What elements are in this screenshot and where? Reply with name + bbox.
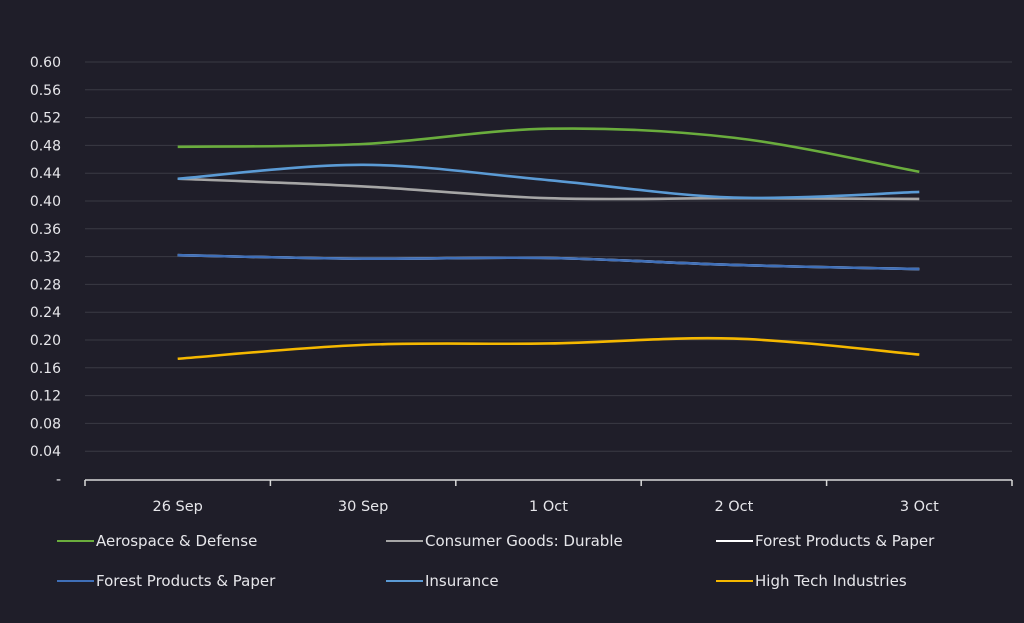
y-tick-label: 0.08 <box>30 416 61 432</box>
x-tick-label: 30 Sep <box>338 499 388 515</box>
y-tick-label: 0.28 <box>30 277 61 293</box>
y-tick-label: 0.52 <box>30 111 61 127</box>
x-tick-label: 3 Oct <box>900 499 939 515</box>
y-tick-label: 0.16 <box>30 361 61 377</box>
x-tick-label: 2 Oct <box>714 499 753 515</box>
series-line-forest-products-paper <box>177 253 920 271</box>
y-tick-label: 0.56 <box>30 83 61 99</box>
y-tick-label: 0.48 <box>30 138 61 154</box>
legend-item[interactable]: Aerospace & Defense <box>57 532 257 550</box>
legend-swatch <box>386 540 423 542</box>
legend-item[interactable]: Consumer Goods: Durable <box>386 532 623 550</box>
y-tick-label: 0.60 <box>30 55 61 71</box>
legend-label: High Tech Industries <box>755 572 907 590</box>
x-axis: 26 Sep 30 Sep 1 Oct 2 Oct 3 Oct <box>84 479 1013 515</box>
y-tick-label: - <box>56 472 61 488</box>
legend-swatch <box>57 540 94 542</box>
legend-item[interactable]: Insurance <box>386 572 499 590</box>
y-tick-label: 0.12 <box>30 389 61 405</box>
y-tick-label: 0.04 <box>30 444 61 460</box>
y-tick-label: 0.24 <box>30 305 61 321</box>
legend-label: Insurance <box>425 572 499 590</box>
series-lines <box>177 127 920 361</box>
legend-swatch <box>716 580 753 582</box>
legend-label: Aerospace & Defense <box>96 532 258 550</box>
series-line-high-tech-industries <box>177 336 920 361</box>
legend-item[interactable]: High Tech Industries <box>716 572 907 590</box>
y-axis-ticks: - 0.04 0.08 0.12 0.16 0.20 0.24 0.28 0.32 0.36 0.4… <box>30 55 61 488</box>
legend-swatch <box>57 580 94 582</box>
legend-item[interactable]: Forest Products & Paper <box>57 572 275 590</box>
y-tick-label: 0.40 <box>30 194 61 210</box>
y-tick-label: 0.32 <box>30 250 61 266</box>
legend-item[interactable]: Forest Products & Paper <box>716 532 934 550</box>
series-line-aerospace-defense <box>177 127 920 174</box>
legend-label: Forest Products & Paper <box>755 532 935 550</box>
y-tick-label: 0.44 <box>30 166 61 182</box>
series-line-insurance <box>177 163 920 200</box>
y-tick-label: 0.36 <box>30 222 61 238</box>
legend-label: Consumer Goods: Durable <box>425 532 623 550</box>
legend-swatch <box>716 540 753 542</box>
x-tick-label: 26 Sep <box>153 499 203 515</box>
x-tick-label: 1 Oct <box>529 499 568 515</box>
legend-swatch <box>386 580 423 582</box>
legend-label: Forest Products & Paper <box>96 572 276 590</box>
y-tick-label: 0.20 <box>30 333 61 349</box>
